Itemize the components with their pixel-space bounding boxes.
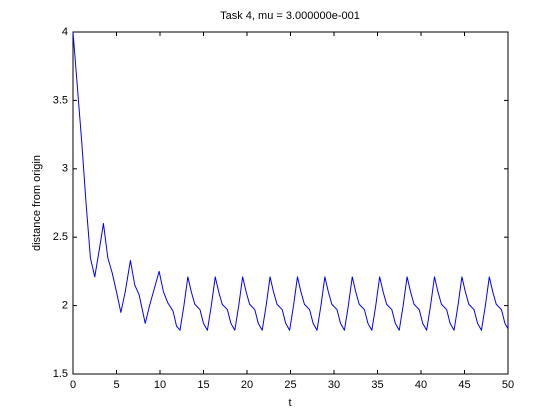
y-tick-label: 1.5 bbox=[53, 368, 68, 380]
y-tick-label: 3.5 bbox=[53, 94, 68, 106]
x-tick-label: 10 bbox=[154, 379, 166, 391]
x-tick-label: 5 bbox=[113, 379, 119, 391]
y-tick-label: 3 bbox=[62, 163, 68, 175]
x-tick-label: 25 bbox=[284, 379, 296, 391]
x-tick-label: 50 bbox=[502, 379, 514, 391]
x-tick-label: 20 bbox=[241, 379, 253, 391]
y-tick-label: 4 bbox=[62, 26, 68, 38]
x-axis-label: t bbox=[288, 397, 291, 409]
plot-box bbox=[72, 31, 509, 375]
x-tick-label: 30 bbox=[328, 379, 340, 391]
y-axis-label: distance from origin bbox=[31, 155, 43, 251]
y-tick-label: 2.5 bbox=[53, 231, 68, 243]
x-tick-label: 0 bbox=[70, 379, 76, 391]
x-tick-label: 35 bbox=[371, 379, 383, 391]
line bbox=[72, 31, 509, 331]
x-tick-label: 15 bbox=[197, 379, 209, 391]
chart-title: Task 4, mu = 3.000000e-001 bbox=[220, 10, 360, 22]
x-tick-label: 45 bbox=[458, 379, 470, 391]
x-tick-label: 40 bbox=[415, 379, 427, 391]
y-tick-label: 2 bbox=[62, 300, 68, 312]
